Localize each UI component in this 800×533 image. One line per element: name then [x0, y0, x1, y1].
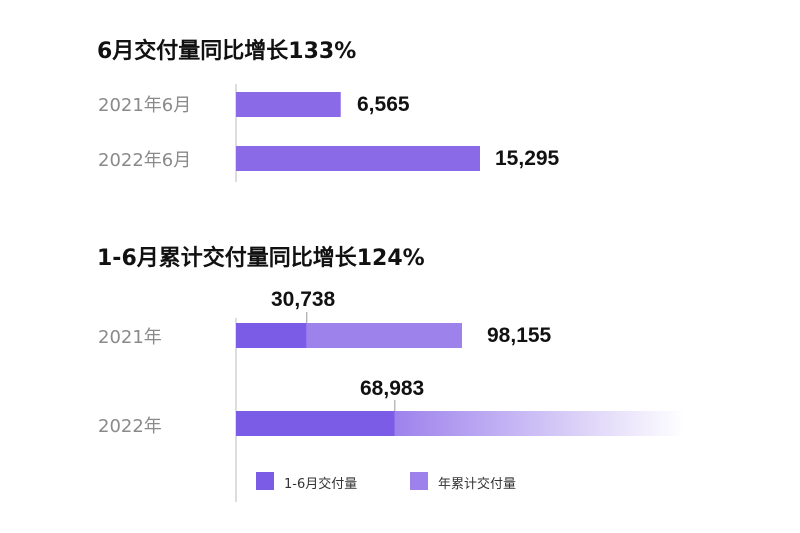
chart1-category-label: 2021年6月	[98, 95, 192, 116]
chart2-value-label: 98,155	[487, 324, 552, 347]
legend-label: 1-6月交付量	[284, 477, 358, 492]
chart2-category-label: 2021年	[98, 327, 162, 348]
chart2-value-label: 68,983	[360, 377, 425, 400]
chart1-title: 6月交付量同比增长133%	[97, 39, 357, 64]
legend-swatch	[410, 472, 428, 490]
chart1-value-label: 15,295	[495, 147, 560, 170]
chart1-category-label: 2022年6月	[98, 150, 192, 171]
chart1-value-label: 6,565	[357, 93, 410, 116]
chart2-bar-annual	[306, 323, 462, 348]
chart2-bar-h1	[236, 323, 307, 348]
chart1-bar	[236, 146, 480, 171]
chart2-category-label: 2022年	[98, 416, 162, 437]
chart1-bar	[236, 92, 341, 117]
legend-swatch	[256, 472, 274, 490]
chart2-value-label: 30,738	[271, 288, 336, 311]
legend-label: 年累计交付量	[438, 477, 517, 492]
chart2-bar-annual-fading	[394, 411, 685, 436]
chart2-bar-h1	[236, 411, 395, 436]
chart2-title: 1-6月累计交付量同比增长124%	[97, 246, 425, 271]
